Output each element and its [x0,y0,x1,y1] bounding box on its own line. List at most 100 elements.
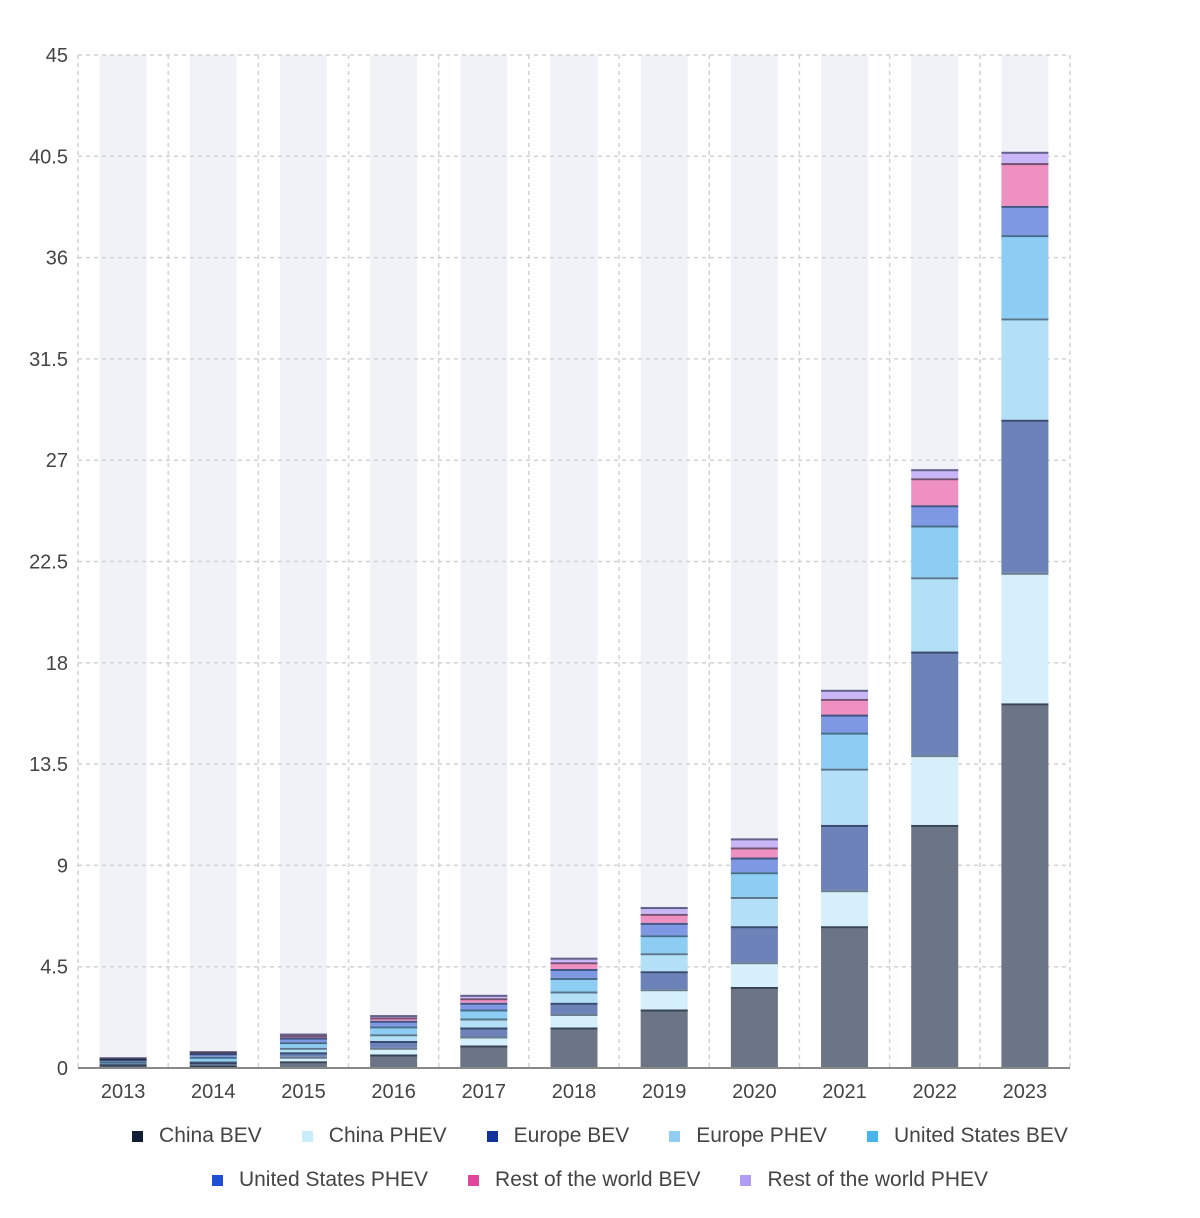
x-tick-label: 2022 [912,1081,957,1103]
bar-segment [370,1040,418,1048]
bar-segment-cap [460,1036,508,1039]
bar-segment-cap [460,1002,508,1005]
bar-segment [821,714,869,733]
bar-segment-cap [99,1058,147,1061]
bar-segment [640,913,688,923]
x-tick-label: 2016 [371,1081,416,1103]
legend-item-china-phev[interactable]: China PHEV [301,1124,447,1148]
bar-segment [640,907,688,914]
bar-segment [370,1034,418,1041]
y-axis-ticks: 0 4.5 9 13.5 18 22.5 27 31.5 36 40.5 45 [29,45,68,1080]
bar-segment-cap [189,1051,237,1054]
legend-label: China PHEV [328,1124,447,1147]
bar-segment-cap [460,1009,508,1012]
bar-segment [1001,151,1049,164]
bar-segment [640,989,688,1010]
legend-row-2: United States PHEV Rest of the world BEV… [0,1168,1200,1192]
bar-segment [911,525,959,578]
x-tick-label: 2021 [822,1081,867,1103]
bar-segment-cap [821,714,869,717]
bar-segment [911,478,959,506]
background-band [460,55,508,1068]
y-tick-label: 31.5 [29,349,68,371]
bar-segment-cap [550,957,598,960]
bar-segment-cap [1001,163,1049,166]
legend-item-us-bev[interactable]: United States BEV [867,1124,1068,1148]
bar-segment-cap [550,968,598,971]
bar-segment [911,755,959,825]
legend-label: United States PHEV [238,1168,429,1191]
legend-swatch [301,1130,313,1142]
bar-segment [1001,318,1049,420]
bar-segment [911,651,959,756]
bar-segment-cap [730,926,778,929]
bar-segment-cap [370,1054,418,1057]
bar-segment [370,1020,418,1027]
bar-segment-cap [730,857,778,860]
bar-segment-cap [279,1047,327,1050]
bar-segment-cap [730,847,778,850]
bar-segment-cap [460,994,508,997]
bar-segment-cap [640,1009,688,1012]
bar-segment [730,926,778,963]
bar-segment [640,953,688,972]
bar-segment [370,1054,418,1068]
legend-label: Europe BEV [513,1124,630,1147]
bar-segment [730,896,778,927]
bar-segment-cap [1001,151,1049,154]
bar-segment-cap [460,1018,508,1021]
y-tick-label: 18 [46,653,68,675]
bar-segment-cap [730,896,778,899]
bar-segment [550,1027,598,1068]
bar-segment-cap [279,1037,327,1040]
legend-item-europe-phev[interactable]: Europe PHEV [669,1124,827,1148]
bar-segment-cap [730,986,778,989]
bar-segment [370,1047,418,1055]
x-tick-label: 2017 [462,1081,507,1103]
legend-item-row-phev[interactable]: Rest of the world PHEV [740,1168,988,1192]
bar-segment-cap [189,1062,237,1065]
bar-segment-cap [730,872,778,875]
legend-swatch [468,1174,480,1186]
legend-label: Rest of the world BEV [495,1168,701,1191]
background-band [189,55,237,1068]
legend-item-row-bev[interactable]: Rest of the world BEV [468,1168,700,1192]
bar-segment-cap [460,1027,508,1030]
legend-item-europe-bev[interactable]: Europe BEV [486,1124,630,1148]
bar-segment [640,1009,688,1068]
bar-segment [460,1002,508,1010]
bar-segment [279,1052,327,1057]
bar-segment [279,1042,327,1048]
bar-segment [730,838,778,848]
legend-label: China BEV [159,1124,262,1147]
bar-segment-cap [550,991,598,994]
bar-segment [1001,235,1049,319]
bar-segment-cap [640,989,688,992]
bar-segment [460,1036,508,1046]
bar-segment-cap [730,962,778,965]
bar-segment-cap [279,1056,327,1059]
bar-segment [730,847,778,858]
legend-item-us-phev[interactable]: United States PHEV [211,1168,429,1192]
bar-segment-cap [821,890,869,893]
bar-segment [550,1002,598,1014]
bar-segment-cap [189,1065,237,1068]
bar-segment [640,935,688,954]
legend-item-china-bev[interactable]: China BEV [132,1124,262,1148]
bar-segment-cap [1001,703,1049,706]
y-tick-label: 13.5 [29,754,68,776]
bar-segment-cap [460,1045,508,1048]
bar-segment [550,957,598,963]
bar-segment-cap [821,732,869,735]
bar-segment [730,857,778,873]
bar-segment-cap [279,1061,327,1064]
bar-segment-cap [550,1027,598,1030]
bar-segment-cap [730,838,778,841]
bar-segment-cap [1001,205,1049,208]
bar-segment [550,968,598,978]
legend-swatch [211,1174,223,1186]
gridlines [77,54,1071,1068]
bar-segment-cap [189,1056,237,1059]
bar-segment [279,1056,327,1062]
bar-segment-cap [99,1057,147,1060]
